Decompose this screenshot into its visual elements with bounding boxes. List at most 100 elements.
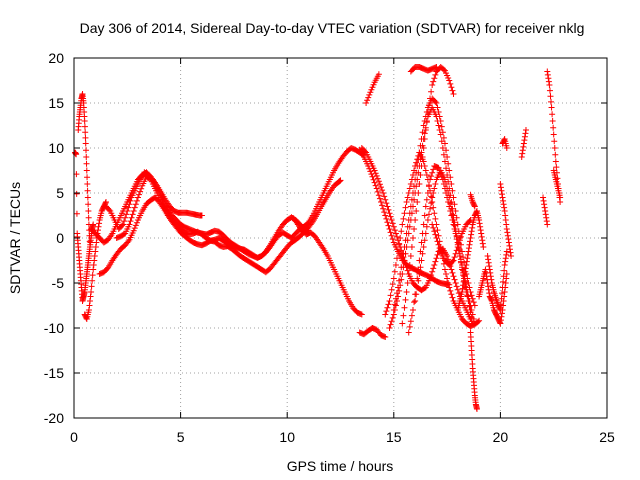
data-point: [497, 307, 504, 313]
data-point: [386, 325, 393, 331]
data-point: [84, 187, 91, 194]
series-arc-31: [550, 167, 564, 201]
data-point: [415, 277, 422, 284]
data-point: [504, 232, 511, 239]
series-arc-27: [499, 136, 510, 151]
y-tick-labels: -20 -15 -10 -5 0 5 10 15 20: [44, 50, 64, 426]
data-point: [469, 311, 476, 318]
data-point: [393, 290, 400, 297]
data-point: [434, 251, 441, 258]
data-point: [402, 204, 409, 211]
data-point: [392, 302, 399, 309]
data-point: [553, 164, 560, 171]
data-point: [381, 193, 388, 200]
data-point: [444, 275, 451, 282]
data-point: [430, 78, 437, 85]
data-point: [428, 193, 435, 200]
data-point: [368, 171, 375, 178]
data-point: [466, 298, 473, 304]
data-point: [125, 238, 132, 245]
y-tick-label: 5: [56, 185, 64, 201]
data-point: [411, 226, 418, 232]
data-point: [413, 283, 420, 290]
data-point: [420, 244, 427, 250]
data-point: [412, 298, 419, 304]
data-point: [520, 143, 527, 150]
data-point: [411, 299, 418, 306]
data-point: [84, 181, 91, 187]
data-point: [406, 185, 413, 192]
data-point: [84, 194, 91, 201]
data-point: [397, 271, 404, 277]
data-point: [82, 140, 89, 147]
data-point: [92, 248, 99, 255]
data-point: [400, 250, 407, 257]
data-point: [411, 183, 418, 190]
data-point: [387, 321, 394, 328]
data-point: [521, 137, 528, 144]
data-point: [122, 214, 129, 221]
data-point: [502, 255, 509, 262]
data-point: [420, 145, 427, 151]
data-point: [487, 273, 494, 280]
data-point: [106, 206, 113, 213]
data-point: [459, 289, 466, 295]
data-point: [376, 181, 383, 188]
data-point: [401, 304, 408, 311]
data-point: [486, 266, 493, 273]
data-point: [132, 201, 139, 208]
y-tick-label: 15: [48, 95, 64, 111]
data-point: [499, 194, 506, 201]
data-point: [415, 156, 422, 163]
data-point: [416, 271, 423, 277]
series-arc-12: [356, 325, 389, 340]
data-point: [434, 238, 441, 245]
data-point: [502, 212, 509, 219]
data-point: [497, 317, 504, 324]
data-point: [375, 178, 382, 185]
data-point: [435, 122, 442, 129]
data-point: [435, 241, 442, 248]
data-point: [83, 314, 90, 321]
data-point: [464, 255, 471, 262]
data-point: [417, 172, 424, 178]
data-point: [456, 237, 463, 244]
data-point: [464, 289, 471, 295]
data-point: [413, 159, 420, 166]
data-point: [138, 185, 145, 192]
data-point: [406, 210, 413, 217]
data-point: [498, 290, 505, 297]
data-point: [519, 150, 526, 157]
data-point: [409, 172, 416, 178]
data-point: [422, 113, 429, 120]
data-point: [83, 160, 90, 167]
data-point: [392, 295, 399, 302]
data-point: [465, 245, 472, 252]
data-point: [431, 262, 438, 268]
data-point: [503, 221, 510, 228]
data-point: [503, 251, 510, 258]
data-point: [413, 169, 420, 176]
data-point: [414, 199, 421, 205]
data-point: [422, 167, 429, 174]
data-point: [82, 129, 89, 136]
data-point: [476, 217, 483, 223]
data-point: [386, 226, 393, 232]
data-point: [428, 88, 435, 95]
data-point: [382, 334, 389, 340]
data-point: [501, 204, 508, 211]
data-point: [427, 176, 434, 183]
data-point: [506, 246, 513, 253]
data-point: [497, 184, 504, 191]
data-point: [453, 247, 460, 254]
data-point: [390, 275, 397, 282]
data-point: [467, 235, 474, 241]
data-point: [388, 217, 395, 223]
data-point: [450, 217, 457, 223]
data-point: [367, 168, 374, 175]
data-point: [459, 285, 466, 292]
data-point: [422, 127, 429, 133]
y-axis-label: SDTVAR / TECUs: [7, 182, 23, 294]
data-point: [93, 239, 100, 246]
